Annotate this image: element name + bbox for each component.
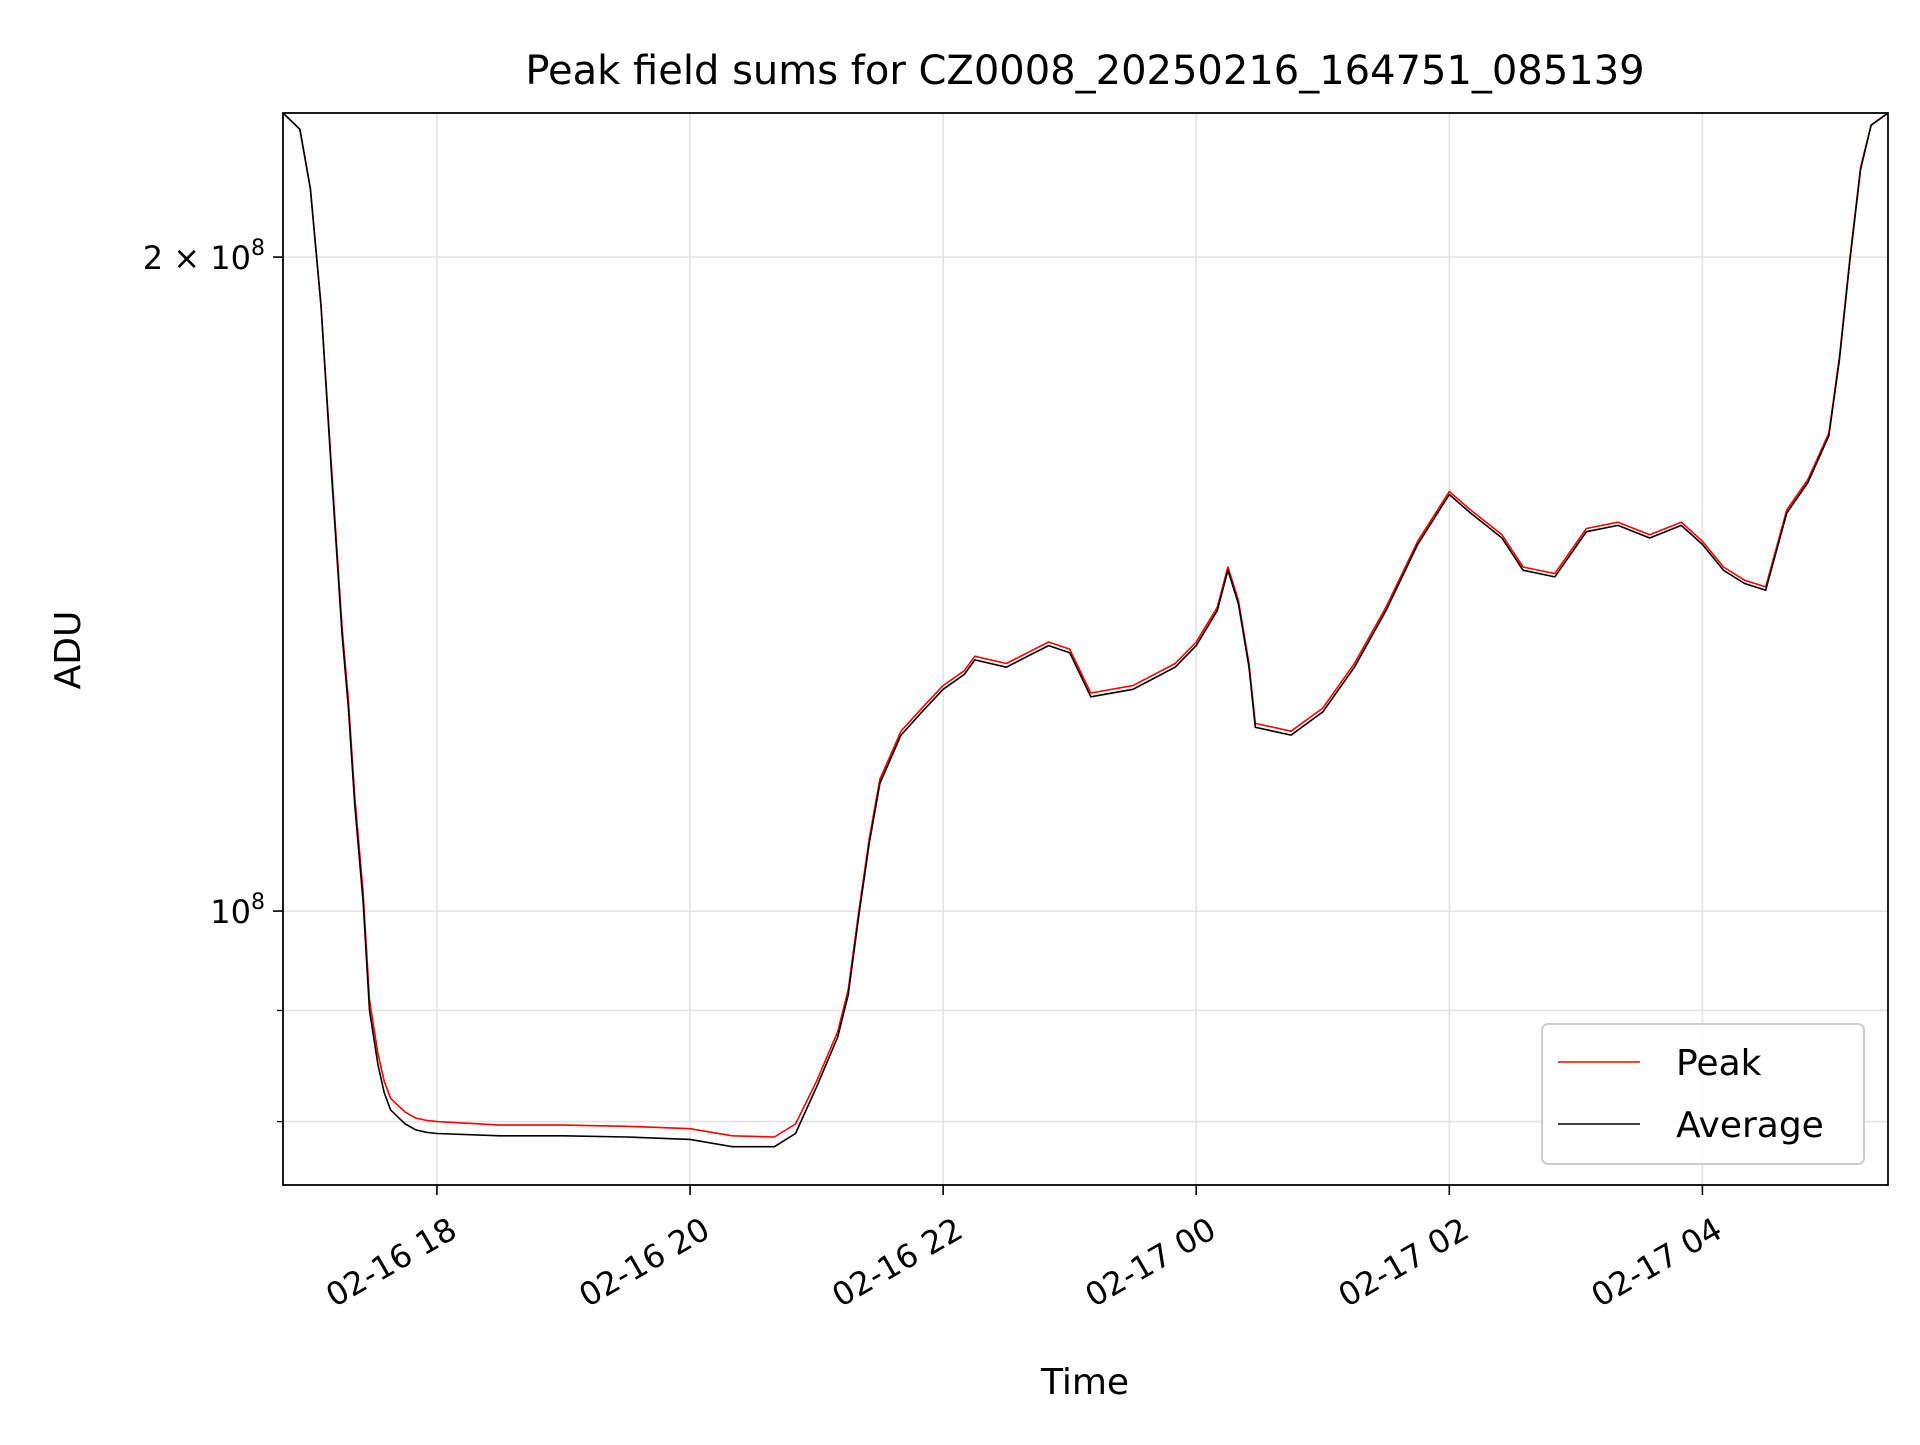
legend: Peak Average <box>1541 1023 1865 1165</box>
y-tick-label: 108 <box>210 890 265 931</box>
x-axis-label: Time <box>1040 1362 1129 1403</box>
y-axis-label: ADU <box>48 611 89 690</box>
y-tick-label: 2 × 108 <box>143 236 265 277</box>
chart-title: Peak field sums for CZ0008_20250216_1647… <box>525 48 1644 94</box>
y-axis-ticks: 108 2 × 108 <box>143 236 283 1123</box>
legend-box <box>1541 1023 1865 1165</box>
legend-label-average: Average <box>1676 1105 1824 1146</box>
series-line-peak <box>283 113 1888 1138</box>
plot-frame <box>282 112 1889 1186</box>
plot-series <box>283 113 1888 1148</box>
legend-label-peak: Peak <box>1676 1043 1762 1084</box>
series-line-average <box>283 113 1888 1148</box>
